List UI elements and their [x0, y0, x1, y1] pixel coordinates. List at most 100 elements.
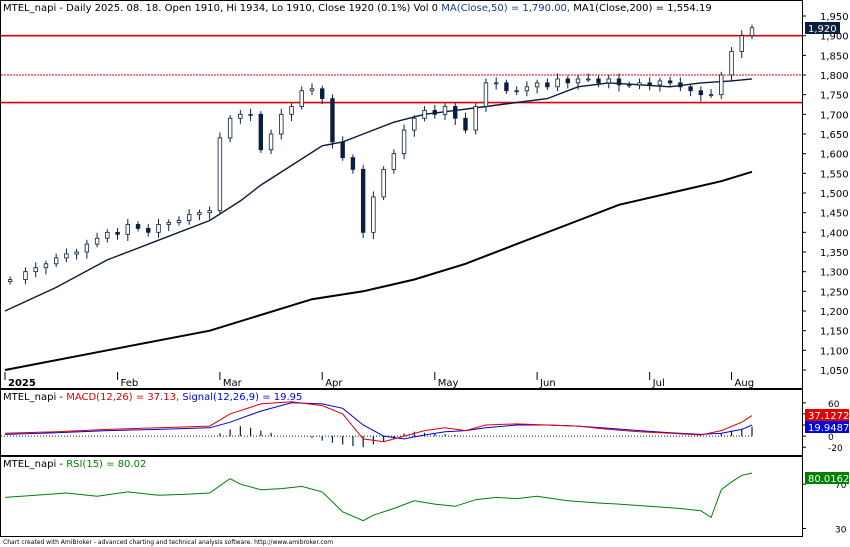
candle-body [289, 106, 294, 115]
y-tick-label: 1,150 [820, 327, 849, 338]
x-tick-label: Jun [539, 378, 556, 389]
candle-body [401, 129, 407, 155]
candle-body [412, 117, 417, 131]
candle-body [340, 141, 345, 159]
y-tick-label: 1,500 [820, 189, 849, 200]
y-tick-label: 1,450 [820, 209, 849, 220]
candle-body [299, 90, 304, 107]
rsi-badge [805, 472, 849, 484]
macd-legend: MACD(12,26) = 37.13, [66, 392, 179, 403]
y-tick-label: 1,350 [820, 248, 849, 259]
candle-body [84, 243, 90, 253]
ma50-legend: MA(Close,50) = 1,790.00, [441, 3, 570, 14]
rsi-title-prefix: MTEL_napi - [3, 459, 66, 470]
candle-body [217, 137, 223, 212]
candle-body [575, 78, 581, 84]
main-y-axis: 1,950 1,900 1,850 1,800 1,750 1,700 1,650 1,600… [802, 12, 849, 377]
x-axis: 2025 Feb Mar Apr May Jun Jul Aug [4, 372, 755, 389]
signal-badge [805, 421, 849, 433]
candle-body [698, 90, 704, 96]
candle-body [504, 82, 509, 92]
candle-body [7, 279, 13, 282]
candle-body [53, 257, 59, 265]
ma50-line [4, 78, 753, 312]
candle-body [514, 90, 519, 93]
candle-body [320, 88, 325, 100]
candle-body [350, 157, 356, 170]
y-tick-label: 1,100 [820, 346, 849, 357]
x-tick-label: Aug [735, 378, 755, 389]
y-tick-label: 1,600 [820, 150, 849, 161]
candle-body [227, 117, 233, 139]
x-tick-label: Feb [121, 378, 139, 389]
last-price-badge [805, 22, 840, 34]
candle-body [115, 231, 120, 235]
y-tick-label: 1,250 [820, 287, 849, 298]
candle-body [637, 82, 642, 86]
y-tick-label: 1,850 [820, 51, 849, 62]
candle-body [524, 86, 530, 92]
candles-group [7, 24, 755, 285]
candle-body [422, 110, 427, 119]
candle-body [105, 231, 110, 239]
main-title: MTEL_napi - Daily 2025. 08. 18. Open 191… [3, 3, 712, 14]
macd-y-tick-label: 0 [828, 433, 834, 443]
candle-body [678, 82, 683, 88]
candle-body [64, 253, 69, 259]
ma200-legend: MA1(Close,200) = 1,554.19 [570, 3, 712, 14]
y-tick-label: 1,200 [820, 307, 849, 318]
main-panel-frame [0, 0, 803, 389]
candle-body [749, 27, 755, 37]
candle-body [545, 82, 550, 88]
candle-body [268, 133, 274, 151]
candle-body [330, 98, 335, 143]
candle-body [627, 84, 632, 87]
candle-body [391, 153, 397, 170]
macd-line [4, 401, 753, 443]
x-tick-label: May [438, 378, 459, 389]
main-title-prefix: MTEL_napi - Daily 2025. 08. 18. Open 191… [3, 3, 441, 14]
y-tick-label: 1,050 [820, 366, 849, 377]
y-tick-label: 1,400 [820, 228, 849, 239]
rsi-group: 70 30 [4, 472, 847, 535]
signal-line [4, 402, 753, 440]
candle-body [23, 271, 28, 280]
candle-body [688, 86, 693, 92]
candle-body [279, 113, 284, 135]
rsi-title: MTEL_napi - RSI(15) = 80.02 [3, 459, 146, 470]
candle-body [739, 35, 744, 52]
x-tick-label: Jul [652, 378, 665, 389]
candle-body [432, 110, 437, 115]
candle-body [586, 78, 591, 81]
candle-body [534, 82, 540, 88]
candle-body [176, 220, 182, 223]
candle-body [616, 78, 622, 86]
signal-legend: Signal(12,26,9) = 19.95 [179, 392, 302, 403]
candle-body [708, 94, 714, 97]
candle-body [238, 113, 243, 119]
macd-y-tick-label: -20 [828, 444, 843, 454]
macd-badge-text: 37.1272 [808, 411, 849, 422]
candle-body [729, 51, 734, 76]
x-tick-label: 2025 [8, 378, 36, 389]
rsi-legend: RSI(15) = 80.02 [66, 459, 146, 470]
candle-body [555, 78, 560, 88]
candle-body [309, 88, 315, 92]
candle-body [74, 251, 79, 255]
ma200-line-group [4, 170, 753, 371]
candle-body [166, 222, 171, 225]
candle-body [258, 113, 264, 151]
rsi-line [4, 472, 753, 522]
y-tick-label: 1,750 [820, 91, 849, 102]
candle-body [125, 224, 130, 235]
candle-body [197, 212, 202, 216]
ma200-line [4, 170, 753, 371]
x-tick-label: Apr [325, 378, 343, 389]
y-tick-label: 1,300 [820, 268, 849, 279]
ma50-line-group [4, 78, 753, 312]
candle-body [94, 237, 100, 245]
y-tick-label: 1,800 [820, 71, 849, 82]
candle-body [248, 113, 253, 116]
rsi-badge-text: 80.0162 [808, 474, 849, 485]
